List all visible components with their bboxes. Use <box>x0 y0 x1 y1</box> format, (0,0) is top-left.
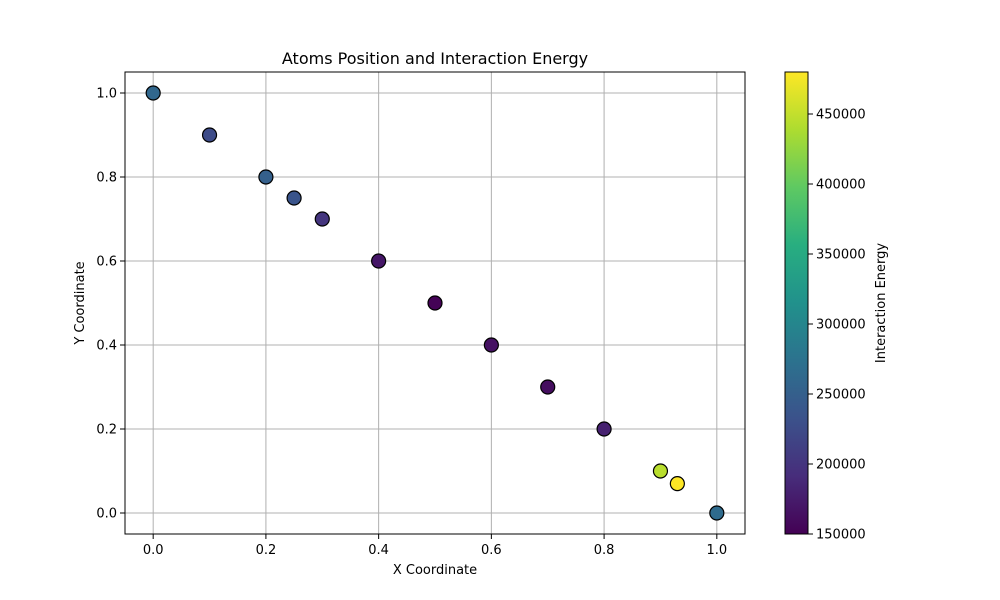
data-point <box>483 337 499 353</box>
plot-frame <box>124 71 746 535</box>
colorbar-tick-label: 300000 <box>816 318 866 333</box>
data-points <box>145 85 725 521</box>
colorbar-label: Interaction Energy <box>874 243 889 363</box>
y-tick-label: 0.8 <box>96 171 117 186</box>
x-tick-label: 1.0 <box>706 543 727 558</box>
grid <box>125 72 745 534</box>
data-point <box>145 85 161 101</box>
y-tick-label: 0.0 <box>96 507 117 522</box>
data-point <box>709 505 725 521</box>
x-tick-label: 0.6 <box>481 543 502 558</box>
colorbar-tick-label: 200000 <box>816 458 866 473</box>
data-point <box>286 190 302 206</box>
data-point <box>371 253 387 269</box>
data-point <box>427 295 443 311</box>
chart-title: Atoms Position and Interaction Energy <box>282 49 588 68</box>
data-point <box>314 211 330 227</box>
colorbar-tick-label: 400000 <box>816 178 866 193</box>
x-tick-label: 0.8 <box>594 543 615 558</box>
colorbar-tick-label: 450000 <box>816 108 866 123</box>
colorbar-tick-label: 150000 <box>816 528 866 543</box>
y-tick-label: 0.4 <box>96 339 117 354</box>
y-tick-label: 1.0 <box>96 87 117 102</box>
data-point <box>669 476 685 492</box>
data-point <box>652 463 669 479</box>
colorbar-tick-label: 250000 <box>816 388 866 403</box>
x-tick-label: 0.4 <box>368 543 389 558</box>
x-axis-ticks: 0.0 0.2 0.4 0.6 0.8 1.0 <box>143 534 727 558</box>
x-tick-label: 0.0 <box>143 543 164 558</box>
y-tick-label: 0.2 <box>96 423 117 438</box>
data-point <box>201 127 218 143</box>
y-axis-label: Y Coordinate <box>73 261 88 345</box>
data-point <box>596 421 612 437</box>
y-axis-ticks: 0.0 0.2 0.4 0.6 0.8 1.0 <box>96 87 125 522</box>
colorbar <box>784 71 809 535</box>
x-tick-label: 0.2 <box>256 543 277 558</box>
y-tick-label: 0.6 <box>96 255 117 270</box>
colorbar-tick-label: 350000 <box>816 248 866 263</box>
x-axis-label: X Coordinate <box>393 563 477 578</box>
data-point <box>540 379 556 395</box>
data-point <box>258 169 274 185</box>
colorbar-ticks: 150000 200000 250000 300000 350000 400000 4500… <box>808 108 866 543</box>
